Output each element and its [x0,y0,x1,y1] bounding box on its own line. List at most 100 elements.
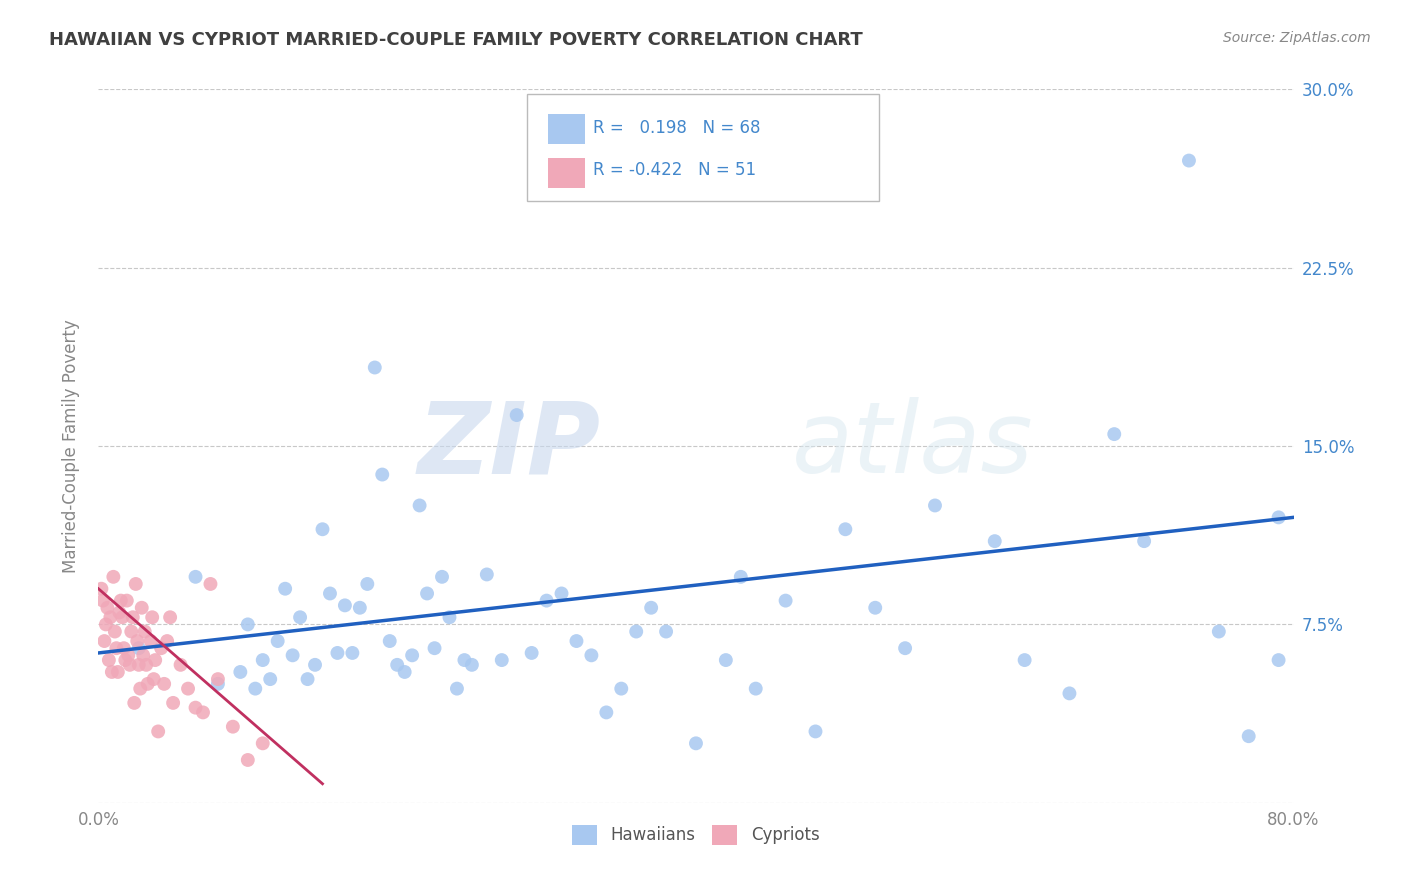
Point [127,634,149,648]
Point [311,522,333,536]
Point [141,610,163,624]
Point [326,646,349,660]
Point [1133,534,1156,549]
Point [401,648,423,663]
Point [103,570,125,584]
Point [236,753,259,767]
Point [1208,624,1230,639]
Point [475,567,498,582]
Point [153,677,176,691]
Point [655,624,678,639]
Point [252,736,274,750]
Point [115,593,138,607]
Point [118,657,141,672]
Point [536,593,558,607]
Point [162,696,184,710]
Point [98,610,122,624]
Text: ZIP: ZIP [418,398,600,494]
Point [267,634,290,648]
Point [177,681,200,696]
Point [229,665,252,679]
Point [142,672,165,686]
Point [112,641,135,656]
Point [356,577,378,591]
Point [191,706,214,720]
Point [408,499,430,513]
Point [245,681,267,696]
Point [550,586,572,600]
Point [156,634,179,648]
Point [304,657,326,672]
Point [107,665,129,679]
Point [1014,653,1036,667]
Point [610,681,633,696]
Point [110,593,132,607]
Point [94,617,117,632]
Point [124,696,146,710]
Point [96,600,118,615]
Point [150,641,173,656]
Point [104,624,127,639]
Point [342,646,364,660]
Point [894,641,917,656]
Point [1267,653,1289,667]
Point [297,672,319,686]
Point [117,648,139,663]
Point [333,599,356,613]
Point [139,634,162,648]
Text: R = -0.422   N = 51: R = -0.422 N = 51 [593,161,756,178]
Point [111,610,134,624]
Point [1104,427,1126,442]
Point [143,653,166,667]
Point [565,634,588,648]
Point [640,600,662,615]
Point [200,577,222,591]
Point [865,600,887,615]
Point [581,648,603,663]
Point [114,653,136,667]
Text: R =   0.198   N = 68: R = 0.198 N = 68 [593,119,761,136]
Point [207,677,229,691]
Point [775,593,797,607]
Point [319,586,342,600]
Point [461,657,484,672]
Point [281,648,304,663]
Point [924,499,946,513]
Point [129,681,152,696]
Point [125,577,148,591]
Point [222,720,245,734]
Point [394,665,416,679]
Point [1237,729,1260,743]
Point [91,593,114,607]
Point [714,653,737,667]
Point [136,677,159,691]
Point [159,610,181,624]
Point [439,610,461,624]
Point [128,657,150,672]
Point [453,653,475,667]
Point [259,672,281,686]
Point [236,617,259,632]
Point [274,582,297,596]
Point [134,624,156,639]
Point [834,522,856,536]
Point [984,534,1007,549]
Point [148,724,170,739]
Point [97,653,120,667]
Y-axis label: Married-Couple Family Poverty: Married-Couple Family Poverty [62,319,80,573]
Text: Source: ZipAtlas.com: Source: ZipAtlas.com [1223,31,1371,45]
Point [131,600,153,615]
Point [132,648,155,663]
Point [520,646,543,660]
Point [288,610,311,624]
Point [1059,686,1081,700]
Point [120,624,142,639]
Point [416,586,439,600]
Legend: Hawaiians, Cypriots: Hawaiians, Cypriots [565,818,827,852]
Point [101,665,124,679]
Point [423,641,446,656]
Point [1267,510,1289,524]
Point [595,706,617,720]
Point [804,724,827,739]
Point [207,672,229,686]
